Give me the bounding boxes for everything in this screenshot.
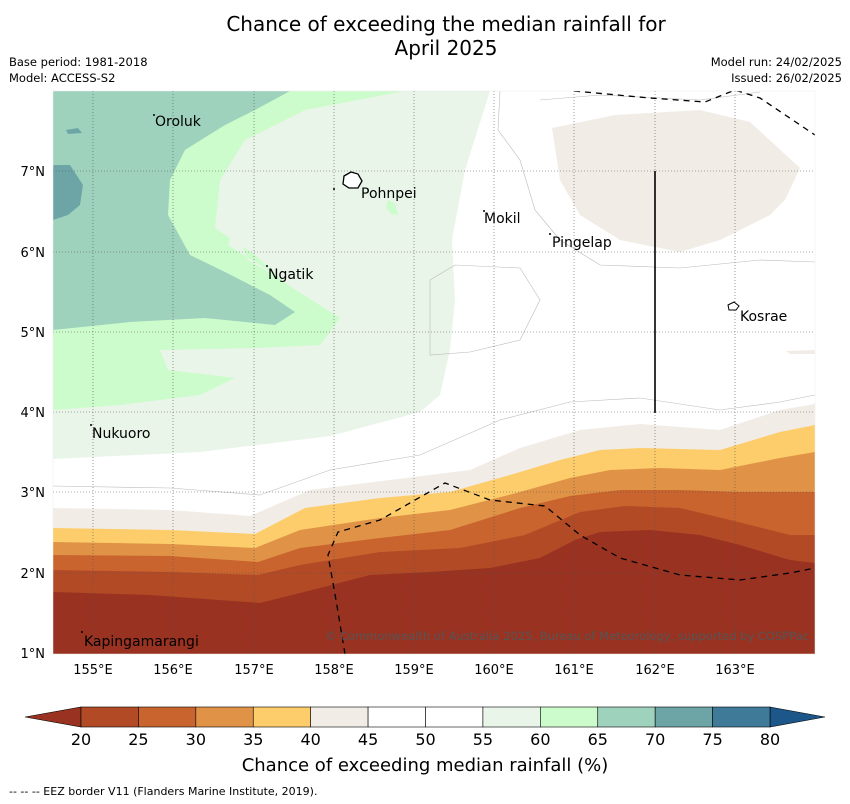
colorbar-tick: 55 [473, 730, 493, 749]
y-tick: 6°N [21, 246, 46, 261]
x-tick: 156°E [153, 663, 193, 678]
colorbar-tick: 50 [415, 730, 435, 749]
colorbar-tick: 20 [71, 730, 91, 749]
colorbar-segment [712, 706, 771, 728]
colorbar-segment [482, 706, 541, 728]
colorbar-segment [138, 706, 197, 728]
plot-frame [52, 90, 816, 655]
eez-borders [327, 91, 815, 654]
y-tick: 5°N [21, 326, 46, 341]
x-tick: 161°E [554, 663, 594, 678]
colorbar-segment [310, 706, 369, 728]
model-name: Model: ACCESS-S2 [9, 71, 116, 85]
place-label-nukuoro: Nukuoro [92, 426, 150, 442]
title-line-1: Chance of exceeding the median rainfall … [226, 12, 666, 36]
y-tick: 2°N [21, 567, 46, 582]
map-title: Chance of exceeding the median rainfall … [0, 12, 850, 60]
x-tick: 163°E [715, 663, 755, 678]
colorbar-segment [80, 706, 139, 728]
place-label-oroluk: Oroluk [155, 114, 202, 130]
colorbar-segment [540, 706, 599, 728]
zone-40-45-east-sliver [786, 350, 815, 354]
colorbar-segment [425, 706, 484, 728]
colorbar-segment [597, 706, 656, 728]
y-tick: 4°N [21, 406, 46, 421]
colorbar-tick: 25 [128, 730, 148, 749]
colorbar-tick: 40 [300, 730, 320, 749]
issued-date: Issued: 26/02/2025 [731, 71, 842, 85]
zone-70-75-small [66, 128, 82, 134]
graticule [53, 91, 815, 654]
y-tick: 3°N [21, 486, 46, 501]
colorbar-tick: 30 [186, 730, 206, 749]
x-axis-ticks: 155°E 156°E 157°E 158°E 159°E 160°E 161°… [73, 663, 755, 678]
x-tick: 157°E [234, 663, 274, 678]
colorbar-segment [195, 706, 254, 728]
island-markers [81, 114, 551, 633]
map-plot-area: Oroluk Pohnpei Mokil Pingelap Ngatik Kos… [53, 91, 815, 654]
place-label-kapingamarangi: Kapingamarangi [84, 634, 199, 650]
colorbar-segment [367, 706, 426, 728]
copyright-text: © Commonwealth of Australia 2025, Bureau… [325, 629, 809, 643]
x-tick: 159°E [394, 663, 434, 678]
zone-55-60-inner [228, 108, 410, 280]
colorbar-tick: 70 [645, 730, 665, 749]
pohnpei-island [342, 171, 363, 189]
place-label-pingelap: Pingelap [552, 235, 612, 251]
meta-right: Model run: 24/02/2025 Issued: 26/02/2025 [711, 54, 842, 86]
y-tick: 1°N [21, 647, 46, 662]
colorbar-under-arrow [24, 706, 82, 728]
colorbar-segment [252, 706, 311, 728]
colorbar-tick: 65 [588, 730, 608, 749]
model-run: Model run: 24/02/2025 [710, 55, 842, 69]
base-period: Base period: 1981-2018 [9, 55, 148, 69]
colorbar-tick: 60 [530, 730, 550, 749]
title-line-2: April 2025 [394, 36, 498, 60]
x-tick: 160°E [474, 663, 514, 678]
kosrae-island [727, 301, 740, 311]
colorbar-over-arrow [769, 706, 826, 728]
y-axis-ticks: 7°N 6°N 5°N 4°N 3°N 2°N 1°N [21, 165, 46, 662]
y-tick: 7°N [21, 165, 46, 180]
place-label-mokil: Mokil [484, 211, 521, 227]
place-label-kosrae: Kosrae [740, 309, 787, 325]
zone-below-20 [53, 530, 815, 654]
colorbar-label: Chance of exceeding median rainfall (%) [241, 755, 609, 776]
colorbar-tick: 80 [760, 730, 780, 749]
zone-65-70 [53, 91, 295, 330]
x-tick: 162°E [635, 663, 675, 678]
colorbar-tick: 35 [243, 730, 263, 749]
colorbar-tick: 75 [702, 730, 722, 749]
place-labels: Oroluk Pohnpei Mokil Pingelap Ngatik Kos… [84, 114, 787, 650]
colorbar-tick: 45 [358, 730, 378, 749]
x-tick: 155°E [73, 663, 113, 678]
meta-left: Base period: 1981-2018 Model: ACCESS-S2 [9, 54, 148, 86]
place-label-pohnpei: Pohnpei [361, 186, 417, 202]
zone-40-45-north [552, 110, 800, 252]
eez-footnote: -- -- -- EEZ border V11 (Flanders Marine… [9, 785, 318, 798]
colorbar-segment [654, 706, 713, 728]
colorbar: 20 25 30 35 40 45 50 55 60 65 70 75 80 [24, 706, 826, 749]
zone-60-65-blob [386, 200, 398, 215]
x-tick: 158°E [314, 663, 354, 678]
place-label-ngatik: Ngatik [268, 267, 314, 283]
zone-70-75 [53, 165, 83, 220]
